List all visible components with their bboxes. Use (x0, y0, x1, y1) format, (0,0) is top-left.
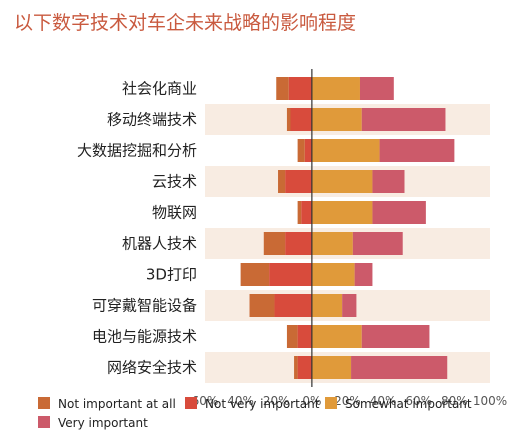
x-tick-label: 100% (473, 394, 507, 408)
bar-not-important-at-all (276, 77, 289, 100)
bar-very-important (352, 232, 403, 255)
bar-not-very-important (304, 139, 312, 162)
bar-not-important-at-all (286, 108, 291, 131)
category-label: 机器人技术 (122, 235, 197, 253)
bar-somewhat-important (311, 139, 380, 162)
bar-not-important-at-all (249, 294, 275, 317)
x-tick-label: 0% (302, 394, 321, 408)
legend-label: Very important (58, 416, 148, 430)
bar-very-important (359, 77, 394, 100)
bar-very-important (372, 170, 405, 193)
bar-not-very-important (285, 170, 312, 193)
x-tick-label: 40% (370, 394, 397, 408)
category-label: 可穿戴智能设备 (92, 297, 197, 315)
bar-not-important-at-all (263, 232, 286, 255)
bar-not-very-important (297, 325, 312, 348)
x-tick-label: 20% (263, 394, 290, 408)
bar-not-very-important (288, 77, 312, 100)
bar-not-very-important (301, 201, 312, 224)
legend-label: Not very important (205, 397, 320, 411)
bar-not-very-important (274, 294, 312, 317)
category-label: 3D打印 (146, 266, 197, 284)
bar-somewhat-important (311, 263, 355, 286)
x-tick-label: 60% (405, 394, 432, 408)
bar-somewhat-important (311, 201, 373, 224)
bar-somewhat-important (311, 170, 373, 193)
category-label: 社会化商业 (122, 80, 197, 98)
category-label: 云技术 (152, 173, 197, 191)
bar-somewhat-important (311, 77, 360, 100)
bar-very-important (372, 201, 426, 224)
bar-not-important-at-all (240, 263, 270, 286)
bar-very-important (379, 139, 455, 162)
bar-not-important-at-all (286, 325, 298, 348)
legend-label: Not important at all (58, 397, 176, 411)
bar-not-very-important (285, 232, 312, 255)
bar-very-important (342, 294, 357, 317)
legend-swatch (325, 397, 337, 409)
bar-not-very-important (297, 356, 312, 379)
bar-somewhat-important (311, 232, 353, 255)
bar-very-important (354, 263, 373, 286)
bar-somewhat-important (311, 108, 362, 131)
bar-not-important-at-all (294, 356, 298, 379)
category-label: 物联网 (152, 204, 197, 222)
category-label: 电池与能源技术 (92, 328, 197, 346)
legend-swatch (38, 416, 50, 428)
bar-not-important-at-all (278, 170, 286, 193)
bar-not-very-important (269, 263, 312, 286)
x-tick-label: 80% (441, 394, 468, 408)
bar-not-important-at-all (297, 201, 302, 224)
bar-very-important (361, 325, 430, 348)
category-label: 大数据挖掘和分析 (77, 142, 197, 160)
bar-somewhat-important (311, 325, 362, 348)
x-tick-label: 40% (227, 394, 254, 408)
bar-not-important-at-all (297, 139, 305, 162)
chart-title: 以下数字技术对车企未来战略的影响程度 (14, 12, 357, 34)
bar-somewhat-important (311, 294, 343, 317)
bar-very-important (361, 108, 446, 131)
bar-somewhat-important (311, 356, 352, 379)
x-tick-label: 60% (192, 394, 219, 408)
legend-swatch (185, 397, 197, 409)
bar-not-very-important (290, 108, 312, 131)
legend-swatch (38, 397, 50, 409)
legend-label: Somewhat important (345, 397, 472, 411)
bar-very-important (351, 356, 448, 379)
category-label: 网络安全技术 (107, 359, 197, 377)
category-label: 移动终端技术 (107, 111, 197, 129)
x-tick-label: 20% (334, 394, 361, 408)
